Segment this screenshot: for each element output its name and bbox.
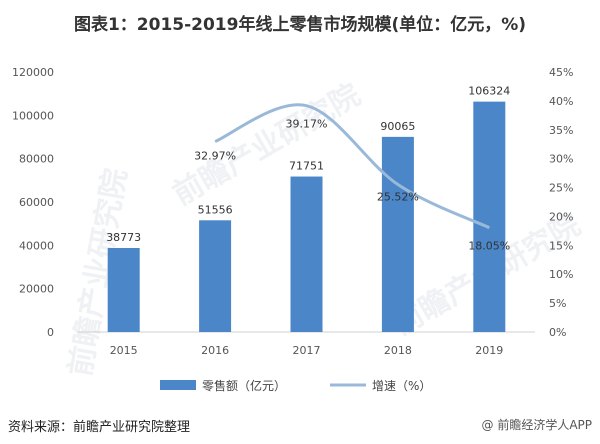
growth-line xyxy=(214,103,490,230)
bar xyxy=(290,176,323,332)
source-note: 资料来源：前瞻产业研究院整理 xyxy=(8,420,191,435)
bar-value-label: 106324 xyxy=(468,85,510,98)
y-right-tick-label: 10% xyxy=(549,268,573,281)
legend-bar-swatch xyxy=(160,380,196,390)
bar xyxy=(199,220,232,332)
x-tick-label: 2015 xyxy=(110,344,138,357)
footer-watermark: @ 前瞻经济学人APP xyxy=(481,418,593,432)
y-left-tick-label: 40000 xyxy=(19,239,54,252)
x-tick-label: 2016 xyxy=(201,344,229,357)
x-tick-label: 2017 xyxy=(293,344,321,357)
y-left-tick-label: 120000 xyxy=(12,66,54,79)
y-right-tick-label: 20% xyxy=(549,210,573,223)
bar-value-label: 71751 xyxy=(289,160,324,173)
bar-value-label: 51556 xyxy=(198,203,233,216)
y-right-tick-label: 35% xyxy=(549,124,573,137)
y-right-tick-label: 40% xyxy=(549,95,573,108)
growth-value-label: 25.52% xyxy=(377,191,419,204)
y-right-tick-label: 30% xyxy=(549,153,573,166)
y-left-tick-label: 0 xyxy=(47,326,54,339)
bar-value-label: 90065 xyxy=(380,120,415,133)
y-left-tick-label: 80000 xyxy=(19,153,54,166)
legend-bar-label: 零售额（亿元） xyxy=(202,378,286,393)
chart-title: 图表1：2015-2019年线上零售市场规模(单位：亿元，%) xyxy=(73,15,527,35)
bar xyxy=(107,247,140,332)
y-right-tick-label: 0% xyxy=(549,326,566,339)
y-right-tick-label: 25% xyxy=(549,182,573,195)
bar xyxy=(473,101,506,332)
growth-value-label: 32.97% xyxy=(194,150,236,163)
growth-value-label: 39.17% xyxy=(286,118,328,131)
x-tick-label: 2018 xyxy=(384,344,412,357)
x-tick-label: 2019 xyxy=(475,344,503,357)
bar-value-label: 38773 xyxy=(106,231,141,244)
y-right-tick-label: 5% xyxy=(549,297,566,310)
y-left-tick-label: 20000 xyxy=(19,283,54,296)
y-left-tick-label: 100000 xyxy=(12,109,54,122)
y-right-tick-label: 15% xyxy=(549,239,573,252)
y-right-tick-label: 45% xyxy=(549,66,573,79)
growth-value-label: 18.05% xyxy=(468,240,510,253)
y-left-tick-label: 60000 xyxy=(19,196,54,209)
legend-line-label: 增速（%） xyxy=(372,379,431,393)
bar xyxy=(381,136,414,332)
